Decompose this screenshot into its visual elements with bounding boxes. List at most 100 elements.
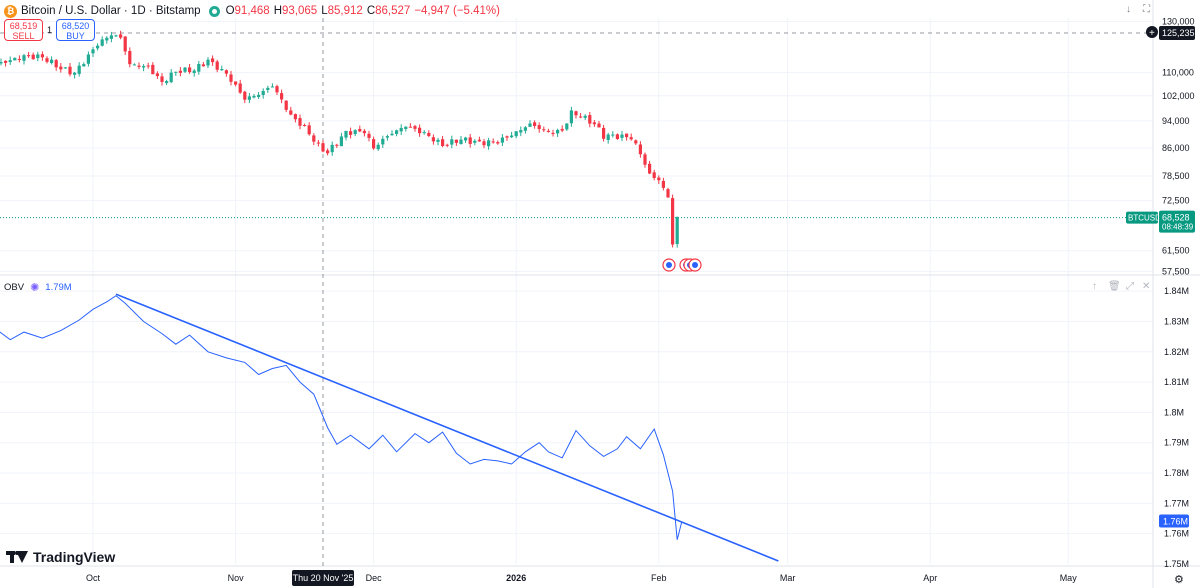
last-price-label: 68,528 <box>1162 213 1190 223</box>
candle-body <box>252 95 256 98</box>
candle-body <box>123 36 127 52</box>
candle-body <box>321 143 325 152</box>
candle-body <box>597 123 601 128</box>
candle-body <box>197 64 201 72</box>
trash-icon[interactable]: 🗑 <box>1108 281 1121 292</box>
candle-body <box>220 69 224 71</box>
time-tick-label: Dec <box>366 573 383 583</box>
candle-body <box>606 134 610 141</box>
candle-body <box>652 172 656 179</box>
candle-body <box>54 60 58 68</box>
symbol-title[interactable]: Bitcoin / U.S. Dollar · 1D · Bitstamp <box>21 5 201 17</box>
candle-body <box>68 66 72 75</box>
candle-body <box>454 139 458 143</box>
candle-body <box>344 130 348 138</box>
candle-body <box>569 110 573 124</box>
tradingview-mark-icon <box>6 551 28 563</box>
obv-tick-label: 1.8M <box>1164 407 1184 417</box>
low-key: L <box>321 5 328 17</box>
candle-body <box>588 115 592 124</box>
candle-body <box>307 125 311 135</box>
candle-body <box>45 58 49 62</box>
candle-body <box>505 136 509 138</box>
time-tick-label: May <box>1060 573 1078 583</box>
candle-body <box>0 62 3 64</box>
candle-body <box>289 110 293 115</box>
candle-body <box>648 163 652 174</box>
obv-value: 1.79M <box>45 281 72 293</box>
crosshair-price-tag <box>1159 25 1195 40</box>
candle-body <box>611 134 615 136</box>
candle-body <box>362 130 366 134</box>
candle-body <box>418 127 422 134</box>
gear-icon[interactable]: ⚙ <box>1174 574 1184 586</box>
candle-body <box>146 65 150 67</box>
candle-body <box>602 127 606 139</box>
price-tick-label: 86,000 <box>1162 143 1190 153</box>
candle-body <box>73 72 77 75</box>
sell-price: 68,519 <box>9 21 38 31</box>
buy-button[interactable]: 68,520 BUY <box>56 19 95 41</box>
chart-legend: ₿ Bitcoin / U.S. Dollar · 1D · Bitstamp … <box>4 3 500 19</box>
candle-body <box>261 90 265 95</box>
crosshair-date-label: Thu 20 Nov '25 <box>293 573 354 583</box>
candle-body <box>629 137 633 140</box>
candle-body <box>436 139 440 142</box>
candle-body <box>459 139 463 145</box>
candle-body <box>537 125 541 130</box>
candle-body <box>50 59 54 64</box>
candle-body <box>316 142 320 144</box>
candle-body <box>13 57 17 61</box>
us-flag-dot <box>666 262 672 268</box>
arrow-up-icon[interactable]: ↑ <box>1092 281 1097 292</box>
price-tick-label: 72,500 <box>1162 195 1190 205</box>
candle-body <box>464 137 468 141</box>
candle-body <box>4 60 8 63</box>
candle-body <box>86 54 90 64</box>
price-tick-label: 57,500 <box>1162 266 1190 276</box>
candle-body <box>298 118 302 126</box>
time-tick-label: Oct <box>86 573 101 583</box>
candle-body <box>275 86 279 93</box>
candle-body <box>376 144 380 150</box>
symbol-tag <box>1126 211 1158 224</box>
sell-button[interactable]: 68,519 SELL <box>4 19 43 41</box>
candle-body <box>445 144 449 146</box>
candle-body <box>270 86 274 88</box>
bitcoin-logo-icon: ₿ <box>4 4 17 18</box>
candle-body <box>293 114 297 120</box>
candle-body <box>450 139 454 145</box>
candle-body <box>215 61 219 70</box>
obv-tick-label: 1.76M <box>1164 529 1189 539</box>
candle-body <box>119 34 123 38</box>
candle-body <box>413 126 417 129</box>
candle-body <box>22 55 26 61</box>
candle-body <box>91 49 95 54</box>
candle-body <box>556 129 560 134</box>
candle-body <box>192 70 196 74</box>
obv-last-tag <box>1159 514 1189 528</box>
candle-body <box>353 130 357 135</box>
candle-body <box>675 216 679 245</box>
candle-body <box>247 96 251 100</box>
obv-tick-label: 1.79M <box>1164 438 1189 448</box>
candle-body <box>105 37 109 41</box>
obv-label[interactable]: OBV <box>4 281 25 293</box>
candle-body <box>151 64 155 75</box>
price-tick-label: 94,000 <box>1162 116 1190 126</box>
candle-body <box>82 64 86 67</box>
maximize-icon[interactable]: ⤢ <box>1126 281 1134 292</box>
price-tick-label: 78,500 <box>1162 171 1190 181</box>
price-tick-label: 102,000 <box>1162 91 1195 101</box>
arrow-down-icon[interactable]: ↓ <box>1126 4 1131 15</box>
candle-body <box>523 127 527 131</box>
tradingview-logo[interactable]: TradingView <box>6 549 115 565</box>
candle-body <box>620 134 624 138</box>
fullscreen-icon[interactable]: ⛶ <box>1143 4 1150 15</box>
candle-body <box>326 150 330 154</box>
obv-last-label: 1.76M <box>1163 517 1188 527</box>
candle-body <box>169 72 173 83</box>
candle-body <box>514 131 518 137</box>
close-icon[interactable]: ✕ <box>1142 281 1151 292</box>
